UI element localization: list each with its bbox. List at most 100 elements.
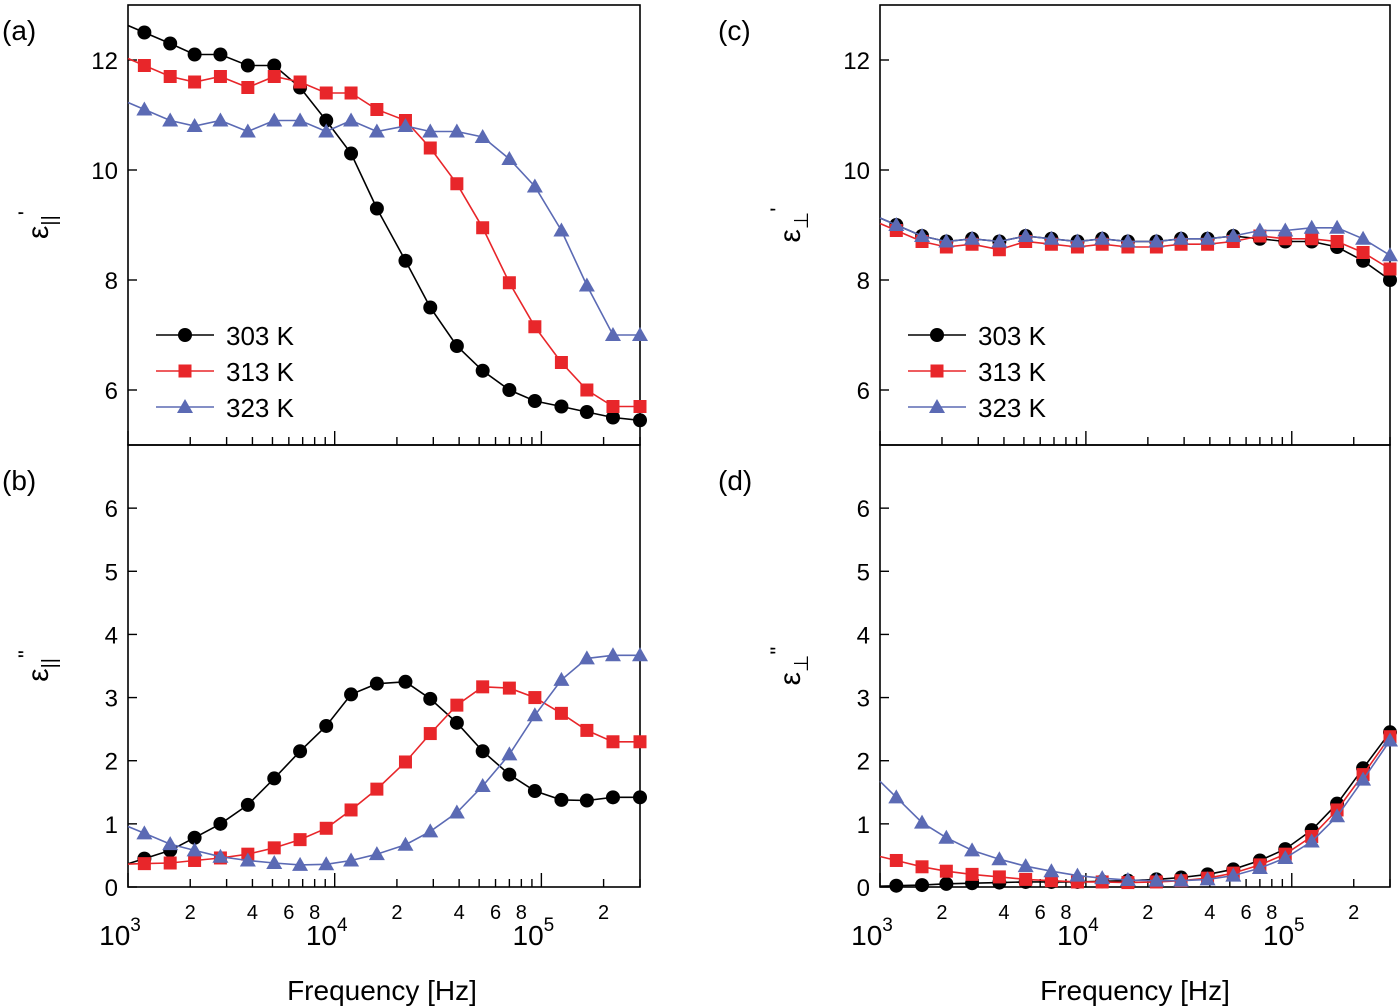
x-axis-label-left: Frequency [Hz]: [287, 975, 477, 1006]
data-point: [187, 47, 202, 62]
data-point: [450, 698, 464, 712]
data-point: [368, 123, 385, 138]
data-point: [553, 222, 570, 237]
series-line-313K: [879, 736, 1391, 884]
data-point: [1199, 871, 1216, 886]
data-point: [1329, 808, 1346, 823]
data-point: [397, 836, 414, 851]
data-point: [318, 856, 335, 871]
data-point: [240, 797, 255, 812]
data-point: [213, 816, 228, 831]
data-point: [633, 735, 647, 749]
data-point: [1305, 232, 1319, 246]
data-point: [319, 718, 334, 733]
y-tick-label: 8: [105, 268, 118, 295]
data-point: [448, 804, 465, 819]
data-point: [1173, 872, 1190, 887]
data-point: [398, 253, 413, 268]
data-point: [1173, 230, 1190, 245]
x-tick-label: 105: [1263, 915, 1305, 951]
y-axis-label: ε⊥": [766, 647, 813, 686]
data-point: [137, 25, 152, 40]
data-point: [188, 75, 202, 89]
data-point: [369, 201, 384, 216]
data-point: [137, 59, 151, 72]
data-point: [527, 394, 542, 408]
data-point: [319, 86, 333, 100]
data-point: [343, 852, 360, 867]
y-axis-label-superscript: ": [14, 650, 39, 658]
data-point: [1330, 235, 1344, 248]
x-tick-label-base: 10: [1263, 920, 1294, 951]
y-axis-label: ε||': [14, 211, 61, 239]
data-point: [501, 746, 518, 761]
data-point: [1355, 771, 1372, 786]
data-point: [213, 47, 228, 62]
data-point: [632, 327, 648, 341]
x-minor-tick-label: 2: [185, 902, 196, 924]
y-tick-label: 12: [91, 48, 118, 75]
data-point: [1277, 849, 1294, 864]
data-point: [1383, 262, 1397, 276]
data-point: [889, 878, 904, 893]
data-point: [502, 767, 517, 782]
y-axis-label-symbol: ε: [22, 226, 55, 239]
data-point: [212, 112, 229, 127]
data-point: [1382, 247, 1398, 262]
data-point: [889, 853, 903, 867]
y-tick-label: 2: [857, 749, 870, 776]
data-point: [1094, 870, 1111, 885]
data-point: [1382, 732, 1398, 747]
data-point: [162, 112, 179, 127]
y-tick-label: 6: [105, 378, 118, 405]
data-point: [1251, 222, 1268, 237]
data-point: [938, 233, 955, 248]
y-axis-label-symbol: ε: [774, 672, 807, 685]
data-point: [292, 112, 309, 127]
x-tick-label-exponent: 5: [1294, 915, 1305, 936]
data-point: [1119, 233, 1136, 248]
data-point: [528, 691, 542, 705]
data-point: [318, 123, 335, 138]
data-point: [939, 876, 954, 891]
data-point: [578, 650, 595, 665]
x-minor-tick-label: 2: [598, 902, 609, 924]
y-tick-label: 10: [91, 158, 118, 185]
data-point: [554, 706, 568, 720]
y-axis-label-subscript: ||: [39, 658, 61, 668]
data-point: [1148, 872, 1165, 887]
data-point: [293, 75, 307, 89]
data-point: [1355, 230, 1372, 245]
x-minor-tick-label: 8: [309, 902, 320, 924]
data-point: [397, 118, 414, 132]
data-point: [449, 715, 464, 730]
data-point: [239, 852, 256, 867]
y-axis-label-symbol: ε: [774, 229, 807, 242]
x-minor-tick-label: 4: [998, 902, 1009, 924]
data-point: [1044, 874, 1058, 888]
data-point: [241, 81, 255, 94]
data-point: [1303, 833, 1320, 848]
x-tick-label: 103: [851, 915, 893, 951]
data-point: [1383, 273, 1397, 287]
x-minor-tick-label: 8: [516, 902, 527, 924]
data-point: [344, 86, 358, 100]
data-point: [448, 123, 465, 138]
data-point: [370, 103, 384, 116]
data-point: [1277, 222, 1294, 237]
data-point: [1043, 863, 1060, 878]
data-point: [136, 825, 153, 840]
data-point: [476, 221, 490, 235]
data-point: [964, 230, 981, 245]
y-axis-label-subscript: ⊥: [791, 212, 813, 229]
data-point: [475, 744, 490, 759]
data-point: [501, 151, 518, 165]
data-point: [450, 177, 464, 191]
legend-label: 303 K: [978, 321, 1047, 351]
data-point: [398, 755, 412, 769]
y-tick-label: 5: [857, 559, 870, 586]
data-point: [137, 857, 151, 871]
data-point: [369, 676, 384, 691]
x-minor-tick-label: 6: [1035, 902, 1046, 924]
data-point: [554, 356, 568, 369]
